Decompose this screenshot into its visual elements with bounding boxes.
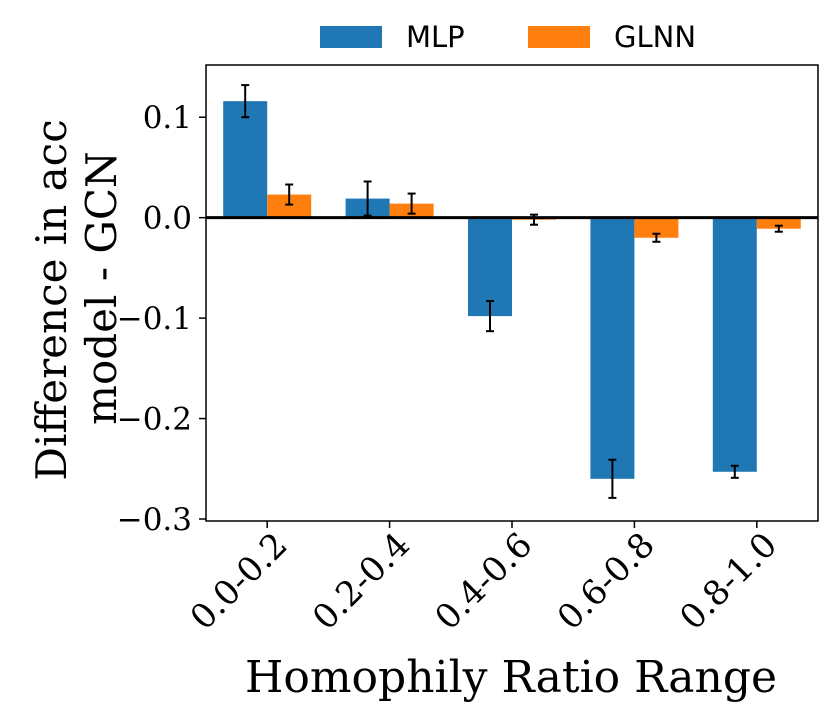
x-axis: 0.0-0.2 0.2-0.4 0.4-0.6 0.6-0.8 0.8-1.0: [183, 521, 785, 638]
y-tick-label: −0.3: [117, 502, 192, 538]
error-bars: [241, 84, 783, 499]
legend-label-mlp: MLP: [406, 20, 465, 54]
bar-glnn-0.6-0.8: [634, 217, 679, 238]
bar-mlp-0.6-0.8: [590, 217, 635, 479]
x-tick-label: 0.8-1.0: [672, 525, 785, 638]
y-tick-label: 0.0: [143, 201, 192, 237]
y-axis: 0.1 0.0 −0.1 −0.2 −0.3: [117, 100, 206, 538]
legend-label-glnn: GLNN: [614, 20, 696, 54]
x-axis-label: Homophily Ratio Range: [245, 652, 777, 703]
bar-glnn-0.8-1.0: [756, 217, 801, 229]
legend: MLP GLNN: [320, 20, 696, 54]
y-axis-label-line-2: model - GCN: [77, 151, 126, 425]
bar-mlp-0.0-0.2: [223, 101, 268, 218]
bar-glnn-0.0-0.2: [267, 194, 312, 218]
x-tick-label: 0.6-0.8: [550, 525, 663, 638]
bars: [223, 101, 801, 479]
bar-mlp-0.8-1.0: [712, 217, 757, 472]
legend-swatch-mlp: [320, 26, 382, 48]
y-tick-label: −0.1: [117, 301, 192, 337]
bar-mlp-0.4-0.6: [468, 217, 512, 317]
y-tick-label: −0.2: [117, 402, 192, 438]
y-tick-label: 0.1: [143, 100, 192, 136]
x-tick-label: 0.4-0.6: [427, 525, 540, 638]
x-tick-label: 0.0-0.2: [183, 525, 296, 638]
y-axis-label-line-1: Difference in acc: [27, 119, 76, 480]
legend-swatch-glnn: [528, 26, 590, 48]
x-tick-label: 0.2-0.4: [305, 525, 418, 638]
